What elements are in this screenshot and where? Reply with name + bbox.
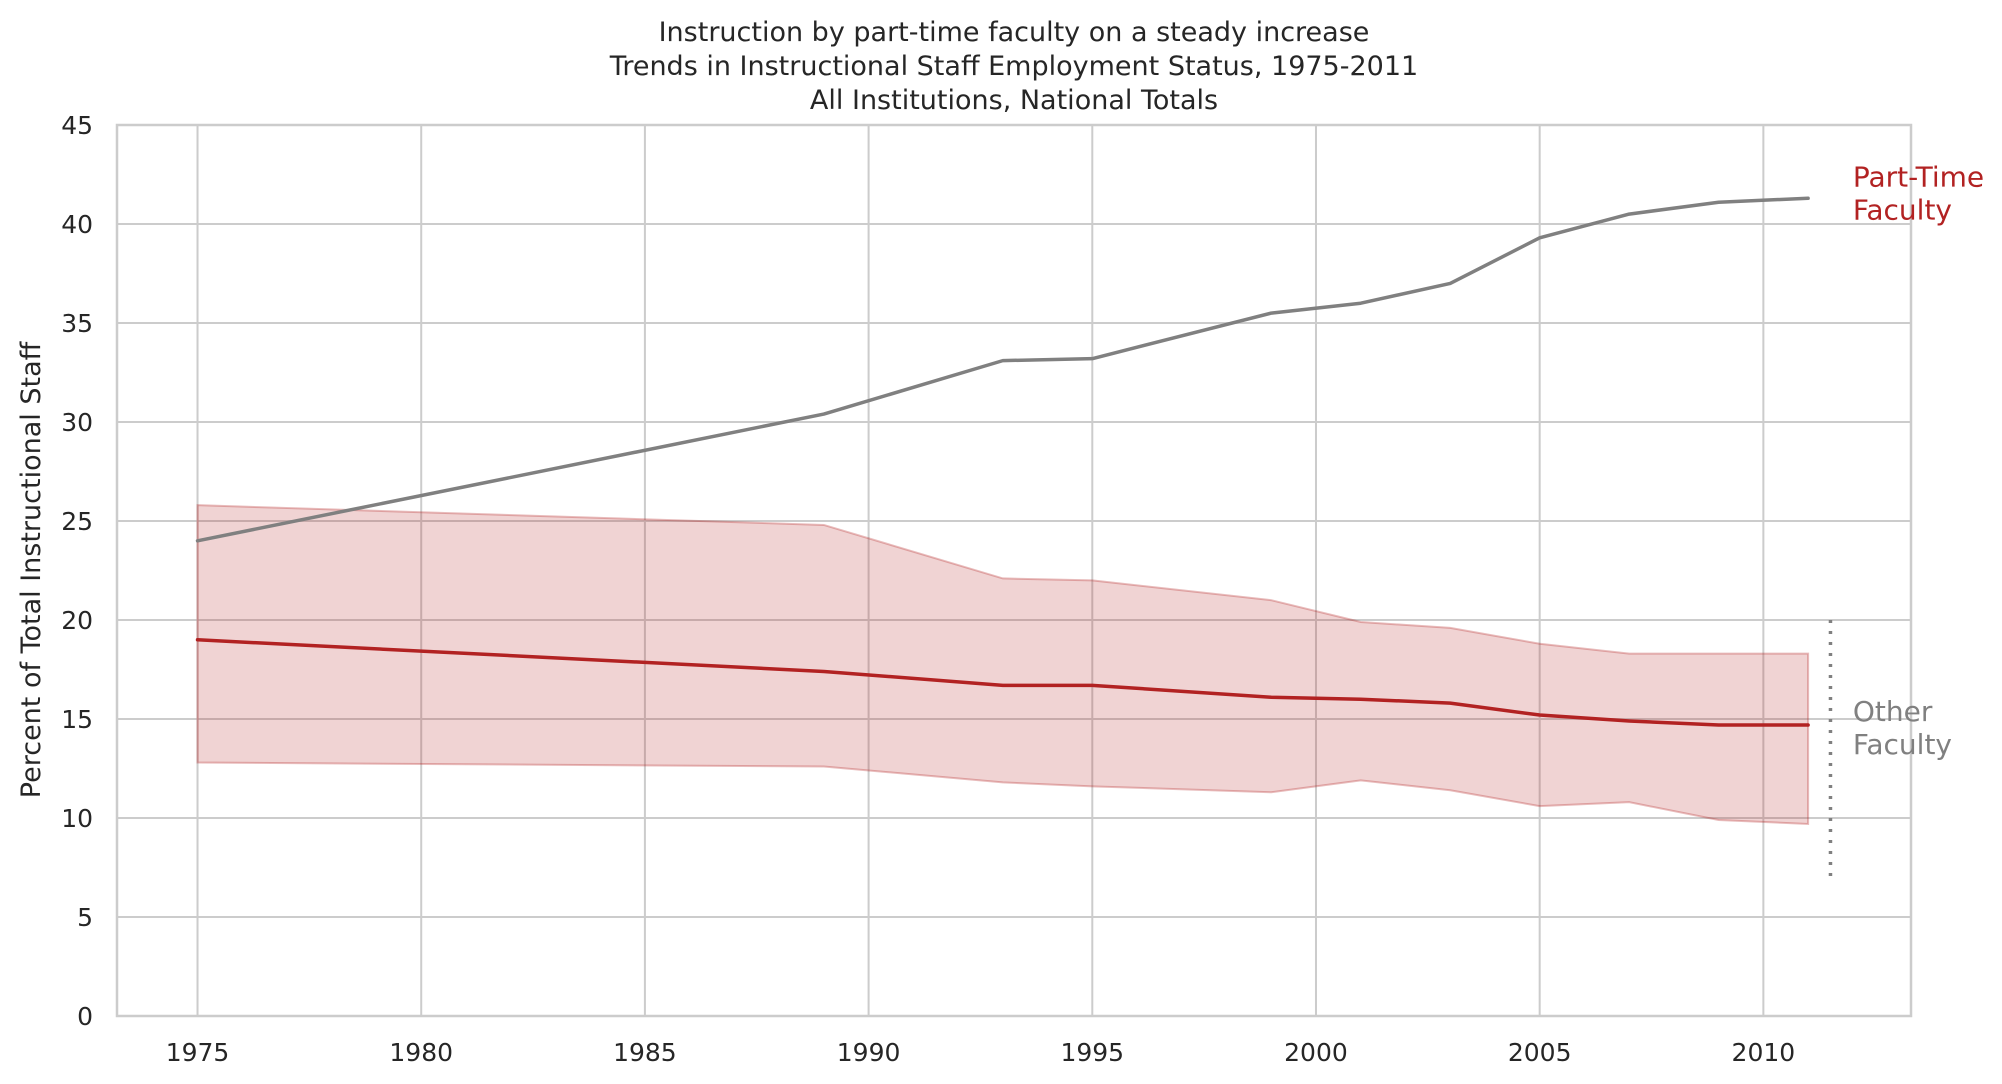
y-tick-label: 15 bbox=[61, 705, 93, 734]
y-tick-label: 25 bbox=[61, 507, 93, 536]
title-line-1: Instruction by part-time faculty on a st… bbox=[659, 17, 1370, 48]
x-tick-label: 1990 bbox=[837, 1038, 901, 1067]
chart-title: Instruction by part-time faculty on a st… bbox=[609, 17, 1418, 116]
line-layer bbox=[195, 196, 1810, 727]
y-tick-label: 35 bbox=[61, 309, 93, 338]
x-tick-label: 2000 bbox=[1284, 1038, 1348, 1067]
annotation-label: Faculty bbox=[1853, 193, 1952, 226]
y-tick-label: 40 bbox=[61, 210, 93, 239]
annotation-label: Other bbox=[1853, 695, 1933, 728]
plot-frame bbox=[115, 123, 1913, 1018]
y-tick-label: 45 bbox=[61, 111, 93, 140]
x-tick-label: 2005 bbox=[1508, 1038, 1572, 1067]
band-layer bbox=[196, 504, 1810, 825]
title-line-3: All Institutions, National Totals bbox=[810, 85, 1218, 116]
title-line-2: Trends in Instructional Staff Employment… bbox=[609, 51, 1418, 82]
y-tick-label: 0 bbox=[77, 1002, 93, 1031]
other-faculty-band bbox=[196, 504, 1810, 825]
other-faculty-line bbox=[195, 638, 1810, 727]
tick-layer: 1975 1980 1985 1990 1995 2000 2005 2010 0 5 10 15 20… bbox=[61, 111, 1795, 1067]
annotation-label: Part-Time bbox=[1853, 160, 1984, 193]
x-tick-label: 2010 bbox=[1732, 1038, 1796, 1067]
x-tick-label: 1985 bbox=[613, 1038, 677, 1067]
y-tick-label: 20 bbox=[61, 606, 93, 635]
x-tick-label: 1995 bbox=[1060, 1038, 1124, 1067]
y-tick-label: 10 bbox=[61, 804, 93, 833]
part-time-faculty-line bbox=[195, 196, 1810, 543]
y-tick-label: 5 bbox=[77, 903, 93, 932]
x-tick-label: 1975 bbox=[166, 1038, 230, 1067]
annotation-label: Faculty bbox=[1853, 728, 1952, 761]
y-axis-label: Percent of Total Instructional Staff bbox=[16, 340, 47, 798]
y-tick-label: 30 bbox=[61, 408, 93, 437]
x-tick-label: 1980 bbox=[389, 1038, 453, 1067]
